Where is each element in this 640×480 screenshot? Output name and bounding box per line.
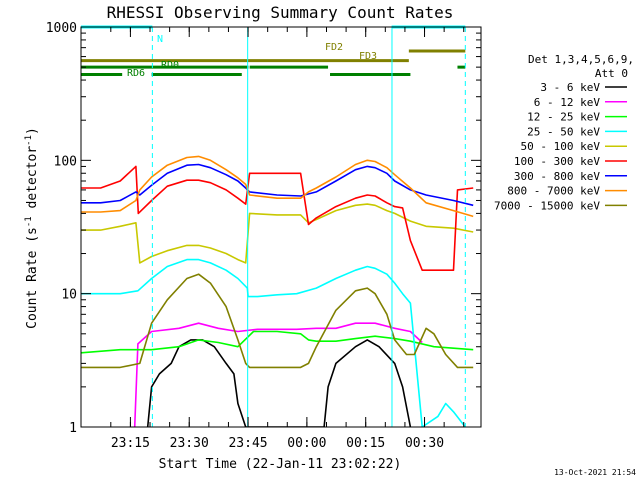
legend-header-line1: Det 1,3,4,5,6,9, <box>528 53 634 66</box>
flag-label-n: N <box>157 34 163 45</box>
series-layer <box>81 155 474 427</box>
y-axis-label-main: Count Rate (s <box>25 227 40 329</box>
flag-label-rd6: RD6 <box>127 68 145 79</box>
plot-frame <box>80 26 482 428</box>
legend-label-c6: 6 - 12 keV <box>534 96 601 109</box>
legend-label-c12: 12 - 25 keV <box>527 111 600 124</box>
series-line-c800 <box>81 155 474 218</box>
y-axis-label-end: ) <box>25 127 40 135</box>
series-line-c25 <box>81 258 466 427</box>
legend-label-c25: 25 - 50 keV <box>527 125 600 138</box>
y-axis-label: Count Rate (s-1 detector-1) <box>24 127 40 329</box>
chart-title: RHESSI Observing Summary Count Rates <box>107 3 454 22</box>
axes-layer: 1 10 100 1000 23:15 23:30 23:45 00:00 00:15 00:30 <box>46 21 482 451</box>
legend-label-c800: 800 - 7000 keV <box>507 185 600 198</box>
y-tick-label: 1 <box>69 421 77 436</box>
series-line-c6 <box>133 322 423 427</box>
series-line-c50 <box>81 203 474 264</box>
y-tick-label: 10 <box>61 288 77 303</box>
x-tick-label: 23:15 <box>111 436 150 451</box>
legend-label-c50: 50 - 100 keV <box>521 140 601 153</box>
legend-label-c300: 300 - 800 keV <box>514 170 600 183</box>
x-tick-label: 23:45 <box>228 436 267 451</box>
y-axis-label-mid: detector <box>25 146 40 217</box>
y-tick-label: 100 <box>54 154 77 169</box>
flag-layer: N FD2 FD3 RD0 RD6 <box>81 25 466 79</box>
series-line-c300 <box>81 163 474 207</box>
legend-label-c3: 3 - 6 keV <box>540 81 600 94</box>
x-tick-label: 23:30 <box>170 436 209 451</box>
flag-label-fd3: FD3 <box>359 51 377 62</box>
flag-label-fd2: FD2 <box>325 42 343 53</box>
footer-timestamp: 13-Oct-2021 21:54 <box>554 468 636 477</box>
legend-label-c7000: 7000 - 15000 keV <box>494 199 600 212</box>
series-line-c3 <box>146 339 412 427</box>
legend-header-line2: Att 0 <box>595 67 628 80</box>
flag-label-rd0: RD0 <box>161 60 179 71</box>
x-tick-label: 00:30 <box>405 436 444 451</box>
y-tick-label: 1000 <box>46 21 77 36</box>
series-line-c100 <box>81 165 474 272</box>
y-axis-label-sup2: -1 <box>24 135 34 146</box>
y-axis-label-sup1: -1 <box>24 216 34 227</box>
x-tick-label: 00:00 <box>287 436 326 451</box>
x-tick-label: 00:15 <box>346 436 385 451</box>
legend-label-c100: 100 - 300 keV <box>514 155 600 168</box>
series-line-c7000 <box>81 273 474 369</box>
x-axis-label: Start Time (22-Jan-11 23:02:22) <box>159 457 402 472</box>
